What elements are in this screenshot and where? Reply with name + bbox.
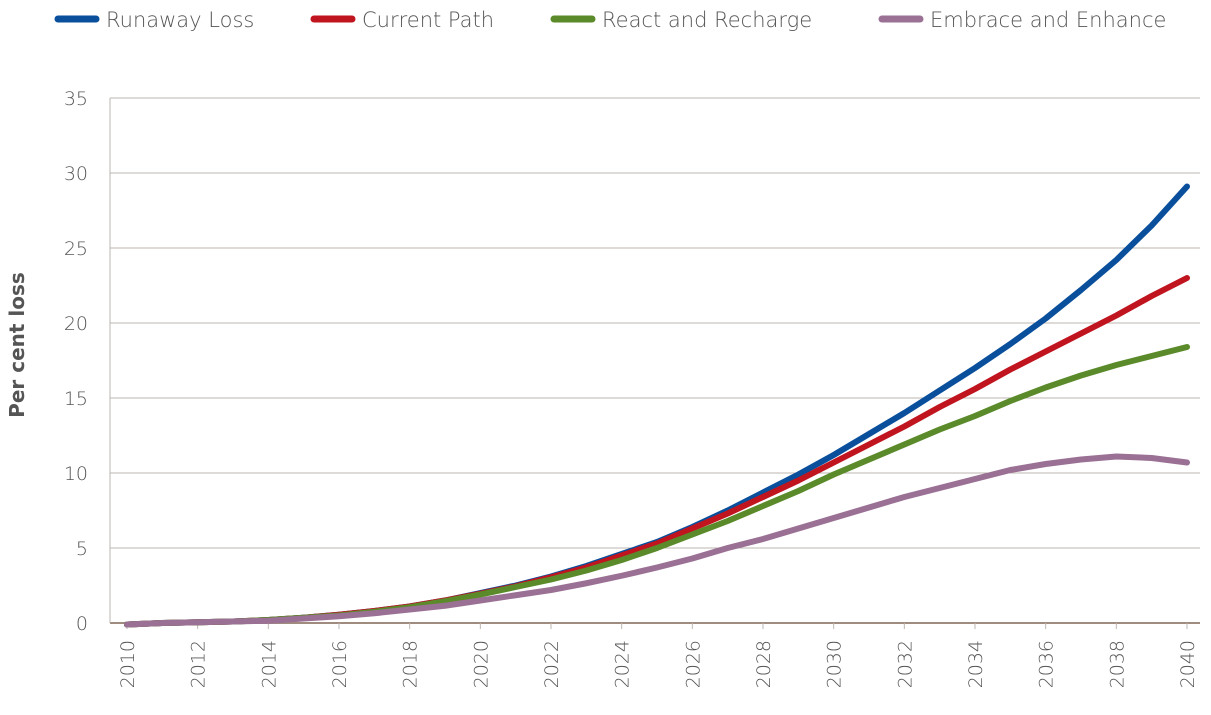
legend-label: Current Path [362,8,494,32]
y-tick-label: 15 [64,388,88,410]
y-tick-label: 5 [76,538,88,560]
series-line [124,183,1190,628]
x-tick-label: 2024 [612,640,634,688]
y-tick-label: 35 [64,88,88,110]
legend-label: Embrace and Enhance [930,8,1166,32]
y-axis-label: Per cent loss [5,272,29,418]
x-tick-label: 2028 [753,640,775,688]
series-line [124,344,1190,628]
legend-label: React and Recharge [602,8,812,32]
x-tick-label: 2032 [894,640,916,688]
y-tick-label: 0 [76,613,88,635]
y-tick-label: 20 [64,313,88,335]
x-tick-label: 2022 [541,640,563,688]
x-tick-label: 2010 [117,640,139,688]
x-tick-label: 2020 [470,640,492,688]
x-tick-label: 2038 [1106,640,1128,688]
y-tick-label: 30 [64,163,88,185]
y-tick-label: 25 [64,238,88,260]
x-tick-label: 2030 [824,640,846,688]
legend-label: Runaway Loss [106,8,254,32]
x-tick-label: 2012 [188,640,210,688]
x-tick-label: 2018 [400,640,422,688]
y-tick-label: 10 [64,463,88,485]
x-tick-label: 2026 [682,640,704,688]
x-tick-label: 2014 [258,640,280,688]
x-tick-label: 2034 [965,640,987,688]
series-line [124,453,1190,628]
x-tick-label: 2036 [1036,640,1058,688]
x-tick-label: 2040 [1177,640,1199,688]
x-tick-label: 2016 [329,640,351,688]
